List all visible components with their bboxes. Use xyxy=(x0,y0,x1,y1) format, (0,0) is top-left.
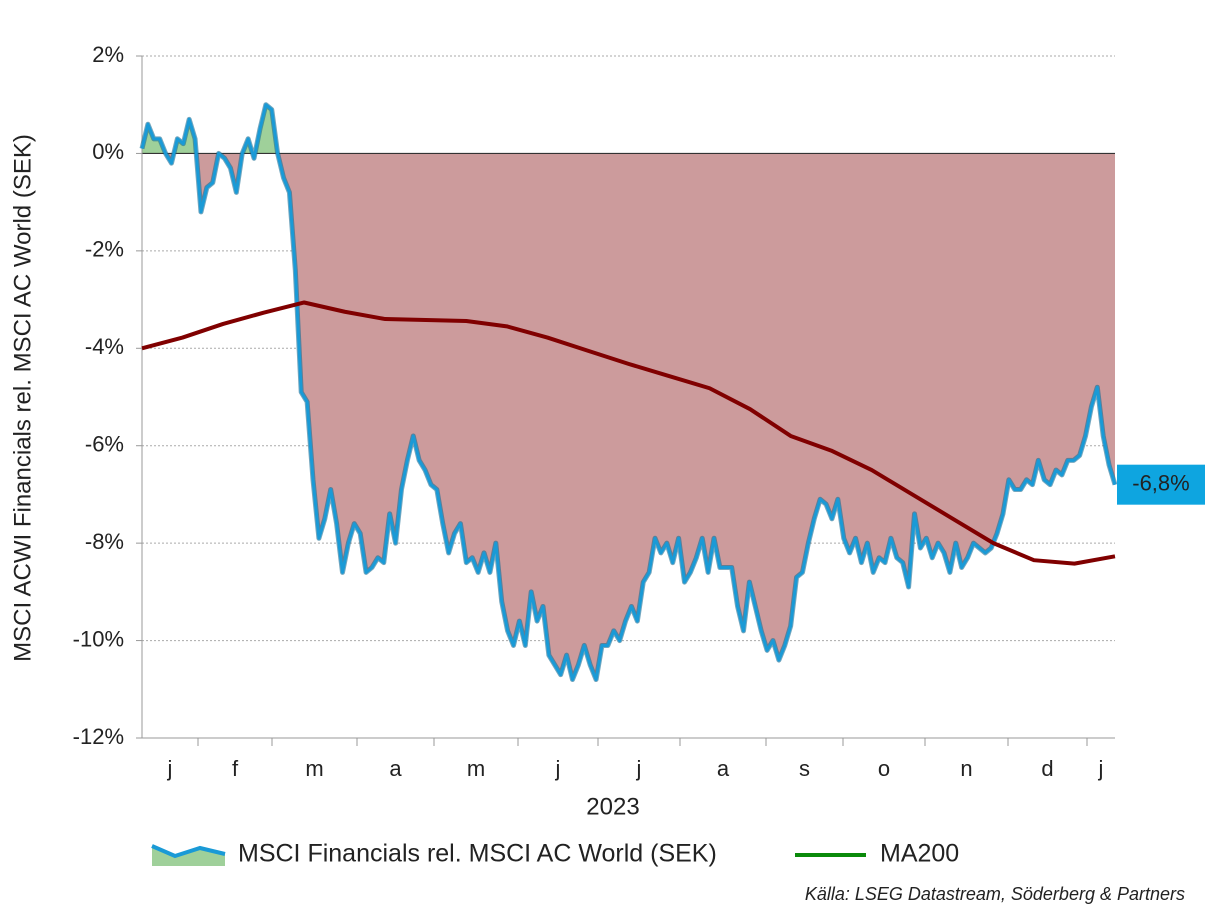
y-tick-label: 2% xyxy=(92,42,124,67)
y-tick-label: -2% xyxy=(85,237,124,262)
y-tick-label: -10% xyxy=(73,626,124,651)
x-tick-label: n xyxy=(960,756,972,781)
series-line xyxy=(140,103,1117,682)
annotation-box xyxy=(1117,464,1205,505)
x-tick-label: j xyxy=(1098,756,1104,781)
annotation-text: -6,8% xyxy=(1132,470,1189,495)
x-tick-label: o xyxy=(878,756,890,781)
x-axis-label: 2023 xyxy=(586,793,639,820)
x-tick-label: m xyxy=(467,756,485,781)
x-tick-label: j xyxy=(636,756,642,781)
x-tick-label: s xyxy=(799,756,810,781)
area-positive xyxy=(142,104,278,154)
legend-line xyxy=(151,844,226,859)
x-tick-label: d xyxy=(1041,756,1053,781)
x-tick-label: j xyxy=(167,756,173,781)
legend-label: MSCI Financials rel. MSCI AC World (SEK) xyxy=(238,840,717,868)
x-tick-label: m xyxy=(305,756,323,781)
x-tick-label: a xyxy=(717,756,730,781)
y-axis-label: MSCI ACWI Financials rel. MSCI AC World … xyxy=(9,134,36,662)
ma-line xyxy=(141,300,1116,566)
source: Källa: LSEG Datastream, Söderberg & Part… xyxy=(805,884,1185,904)
x-tick-label: a xyxy=(389,756,402,781)
y-tick-label: -12% xyxy=(73,724,124,749)
x-tick-label: f xyxy=(232,756,239,781)
y-tick-label: 0% xyxy=(92,139,124,164)
y-tick-label: -8% xyxy=(85,529,124,554)
y-tick-label: -6% xyxy=(85,432,124,457)
x-tick-label: j xyxy=(555,756,561,781)
legend-label: MA200 xyxy=(880,840,959,868)
y-tick-label: -4% xyxy=(85,334,124,359)
